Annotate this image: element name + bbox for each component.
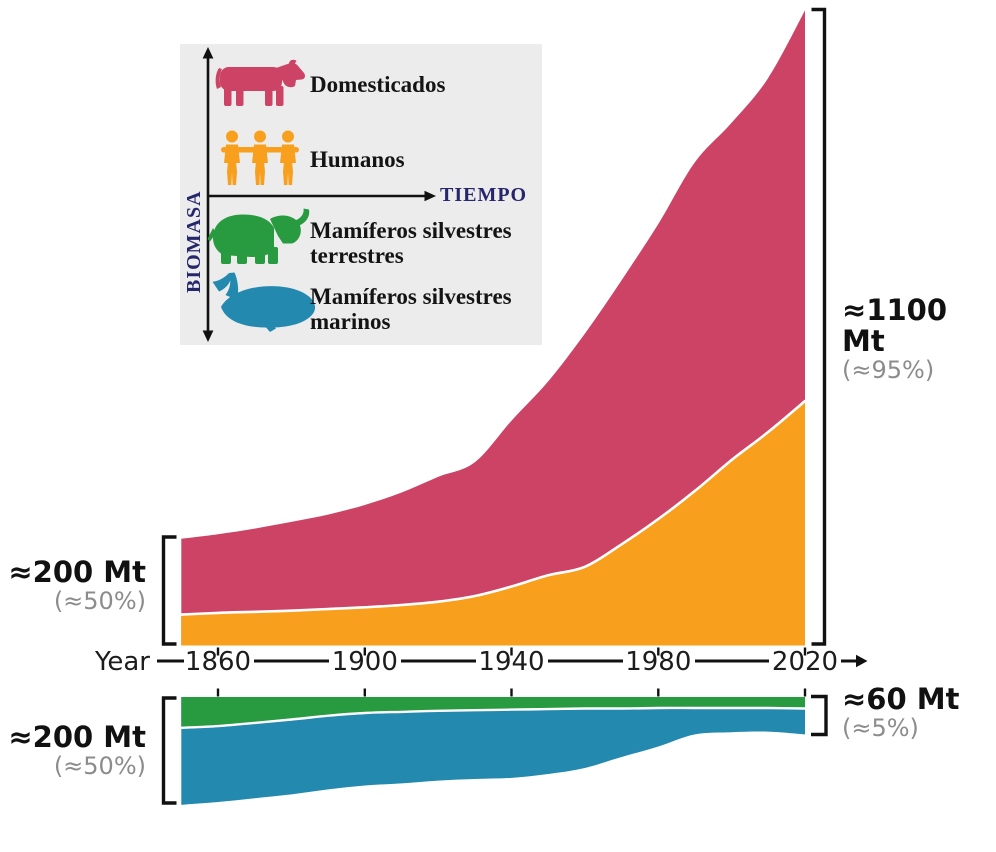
legend-label-line: Mamíferos silvestres <box>310 218 512 243</box>
legend-label-domesticados: Domesticados <box>310 72 446 97</box>
bracket-bottom-right <box>811 694 828 737</box>
area-humanos <box>181 401 806 646</box>
annotation-percent: (≈5%) <box>842 714 919 742</box>
annotation-top-left: ≈200 Mt (≈50%) <box>8 557 146 615</box>
legend-label-humanos: Humanos <box>310 147 405 172</box>
legend-x-axis-label: TIEMPO <box>440 184 528 206</box>
annotation-top-right: ≈1100 Mt (≈95%) <box>842 295 996 384</box>
arrow-down-icon <box>202 330 214 342</box>
area-marinos <box>181 697 806 805</box>
elephant-icon <box>207 208 310 264</box>
legend-label-marinos: Mamíferos silvestres marinos <box>310 284 512 334</box>
cow-icon <box>215 59 306 106</box>
annotation-bottom-left: ≈200 Mt (≈50%) <box>8 722 146 780</box>
annotation-value: ≈200 Mt <box>8 555 146 589</box>
legend-label-line: marinos <box>310 309 391 334</box>
area-domesticados <box>181 10 806 646</box>
annotation-value: ≈60 Mt <box>842 682 960 716</box>
legend-axes-diagram <box>202 47 436 342</box>
axis-tick-label: 1900 <box>332 647 398 677</box>
annotation-percent: (≈95%) <box>842 356 935 384</box>
axis-tick-label: 1940 <box>478 647 544 677</box>
legend-label-terrestres: Mamíferos silvestres terrestres <box>310 218 512 268</box>
bracket-bottom-left <box>161 696 177 805</box>
bracket-top-left <box>161 535 177 646</box>
people-icon <box>221 130 299 185</box>
annotation-percent: (≈50%) <box>53 752 146 780</box>
legend-box: BIOMASA TIEMPO Domesticados <box>180 44 542 345</box>
legend-label-line: Mamíferos silvestres <box>310 284 512 309</box>
axis-tick-label: 2020 <box>772 647 838 677</box>
legend-label-line: terrestres <box>310 243 404 268</box>
separator-bottom-chart <box>180 706 807 729</box>
legend-y-axis-label: BIOMASA <box>183 190 205 293</box>
separator-top-chart <box>180 399 807 616</box>
arrow-up-icon <box>202 47 214 59</box>
arrow-right-icon <box>424 190 436 202</box>
axis-tick-label: 1980 <box>625 647 691 677</box>
area-terrestres <box>181 697 806 728</box>
axis-arrow-icon <box>856 654 868 668</box>
annotation-value: ≈200 Mt <box>8 720 146 754</box>
whale-icon <box>212 272 316 332</box>
annotation-value: ≈1100 Mt <box>842 293 948 358</box>
annotation-bottom-right: ≈60 Mt (≈5%) <box>842 684 959 742</box>
axis-title: Year <box>94 647 150 677</box>
axis-tick-label: 1860 <box>185 647 251 677</box>
bracket-top-right <box>811 7 827 646</box>
annotation-percent: (≈50%) <box>53 587 146 615</box>
